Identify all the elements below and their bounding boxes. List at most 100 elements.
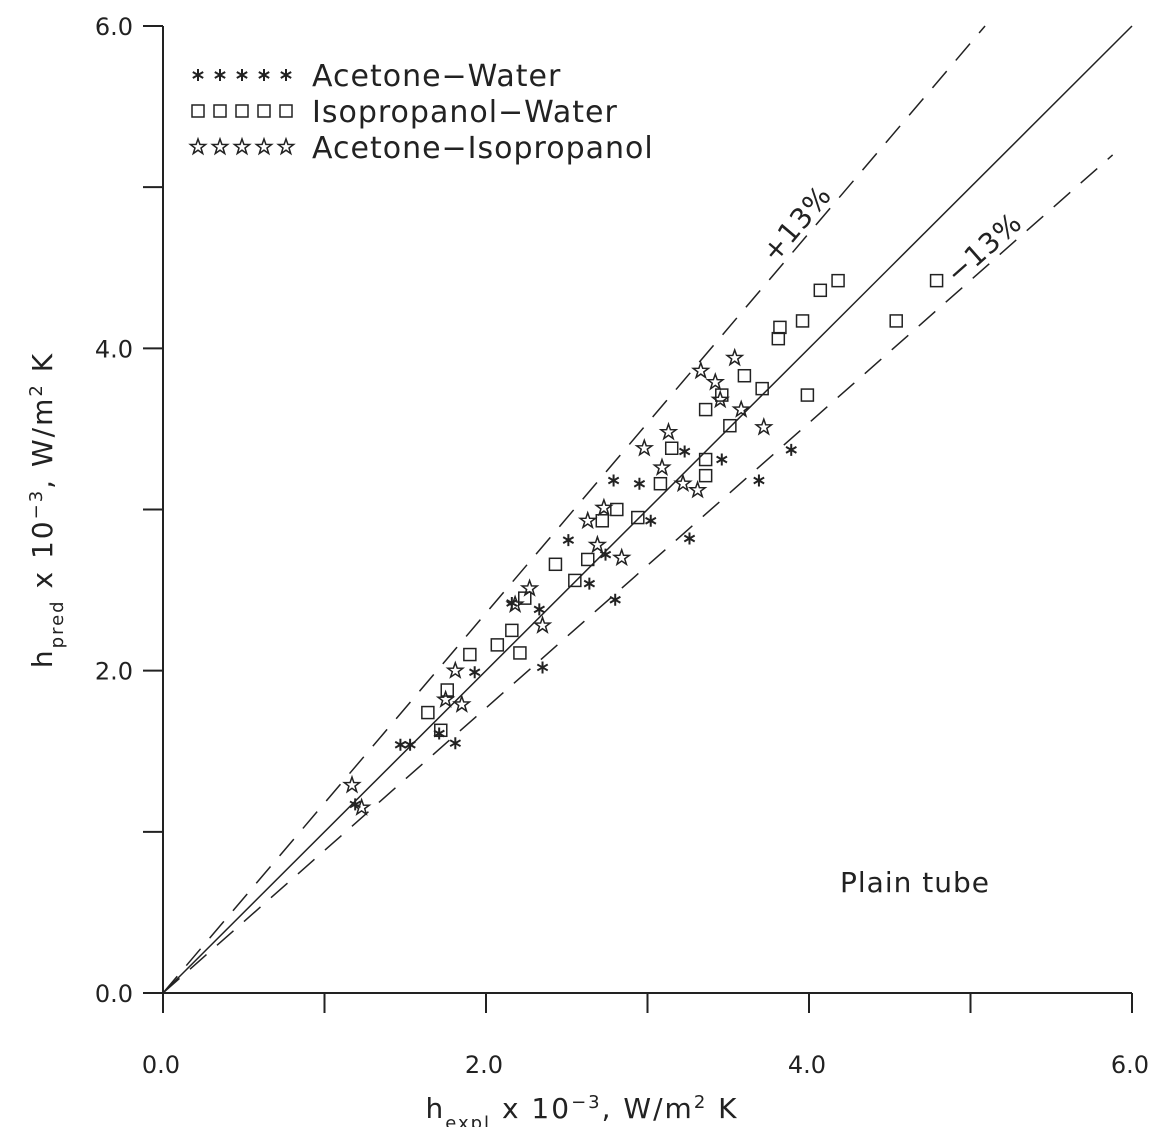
data-point: [454, 697, 469, 712]
data-point: [464, 649, 476, 661]
data-point: [422, 707, 434, 719]
data-point: [596, 515, 608, 527]
data-point: [654, 478, 666, 490]
data-point: [632, 512, 644, 524]
reference-line: [163, 26, 1132, 993]
data-point: [596, 500, 611, 515]
data-point: [708, 374, 723, 389]
data-point: [700, 470, 712, 482]
data-point: [684, 533, 694, 545]
data-point: [448, 663, 463, 677]
data-point: [931, 275, 943, 287]
data-point: [582, 553, 594, 565]
reference-line: [163, 26, 985, 993]
data-point: [569, 574, 581, 586]
data-point: [727, 350, 742, 365]
data-point: [734, 402, 749, 416]
legend-marker: [234, 139, 249, 154]
data-point: [756, 383, 768, 395]
data-point: [666, 442, 678, 454]
legend-marker: [215, 69, 225, 81]
data-point: [832, 275, 844, 287]
legend-marker: [236, 105, 248, 117]
x-axis-label-part: h: [425, 1092, 445, 1125]
y-tick-label: 0.0: [95, 980, 133, 1008]
data-point: [772, 333, 784, 345]
data-point: [797, 315, 809, 327]
data-point: [724, 420, 736, 432]
data-point: [646, 515, 656, 527]
legend-marker: [281, 69, 291, 81]
data-point: [717, 454, 727, 466]
data-point: [814, 284, 826, 296]
data-point: [690, 482, 705, 496]
legend-marker: [214, 105, 226, 117]
data-point: [537, 661, 547, 673]
x-axis-label: hexpl x 10−3, W/m2 K: [425, 1092, 738, 1127]
legend-marker: [212, 139, 227, 154]
data-point: [756, 419, 771, 434]
legend-marker: [278, 139, 293, 154]
y-axis-label-part: x 10: [26, 519, 59, 599]
y-axis-label-part: 2: [26, 383, 47, 396]
data-point: [679, 445, 689, 457]
data-point: [786, 444, 796, 456]
x-tick-label: 4.0: [788, 1051, 826, 1079]
data-point: [738, 370, 750, 382]
data-point: [700, 404, 712, 416]
y-tick-label: 2.0: [95, 658, 133, 686]
legend-label: Acetone−Isopropanol: [312, 131, 654, 166]
legend-marker: [193, 69, 203, 81]
data-point: [549, 558, 561, 570]
data-point: [610, 594, 620, 606]
data-point: [693, 363, 708, 378]
data-point: [506, 624, 518, 636]
annotation: Plain tube: [840, 866, 990, 899]
data-point: [661, 424, 676, 439]
data-point: [754, 474, 764, 486]
legend-marker: [258, 105, 270, 117]
legend-marker: [237, 69, 247, 81]
data-point: [608, 474, 618, 486]
legend-marker: [256, 139, 271, 154]
data-point: [713, 392, 728, 407]
x-tick-label: 2.0: [465, 1051, 503, 1079]
data-point: [890, 315, 902, 327]
legend-marker: [259, 69, 269, 81]
x-tick-label: 0.0: [142, 1051, 180, 1079]
data-point: [580, 513, 595, 528]
data-point: [654, 460, 669, 475]
data-point: [801, 389, 813, 401]
x-axis-label-part: 2: [694, 1092, 707, 1113]
x-axis-label-part: expl: [445, 1113, 491, 1127]
data-point: [584, 578, 594, 590]
reference-line-label: +13%: [755, 179, 838, 269]
y-axis-label: hpred x 10−3, W/m2 K: [26, 352, 68, 668]
chart: 0.02.04.06.00.02.04.06.0hexpl x 10−3, W/…: [0, 0, 1152, 1127]
data-point: [774, 321, 786, 333]
x-axis-label-part: x 10: [491, 1092, 571, 1125]
data-point: [450, 737, 460, 749]
data-point: [614, 550, 629, 565]
x-tick-label: 6.0: [1111, 1051, 1149, 1079]
data-point: [354, 800, 369, 814]
x-axis-label-part: K: [707, 1092, 738, 1125]
y-axis-label-part: −3: [26, 489, 47, 520]
legend-label: Acetone−Water: [312, 59, 561, 94]
y-axis-label-part: pred: [47, 599, 68, 648]
data-point: [514, 647, 526, 659]
reference-line-label: −13%: [940, 206, 1029, 290]
data-point: [491, 639, 503, 651]
legend-marker: [190, 139, 205, 154]
y-tick-label: 4.0: [95, 335, 133, 363]
x-axis-label-part: , W/m: [602, 1092, 694, 1125]
data-point: [675, 476, 690, 491]
data-point: [563, 534, 573, 546]
x-axis-label-part: −3: [571, 1092, 602, 1113]
data-point: [637, 440, 652, 454]
y-axis-label-part: h: [26, 648, 59, 668]
legend-label: Isopropanol−Water: [312, 95, 618, 130]
data-point: [469, 666, 479, 678]
legend-marker: [280, 105, 292, 117]
data-point: [395, 739, 405, 751]
